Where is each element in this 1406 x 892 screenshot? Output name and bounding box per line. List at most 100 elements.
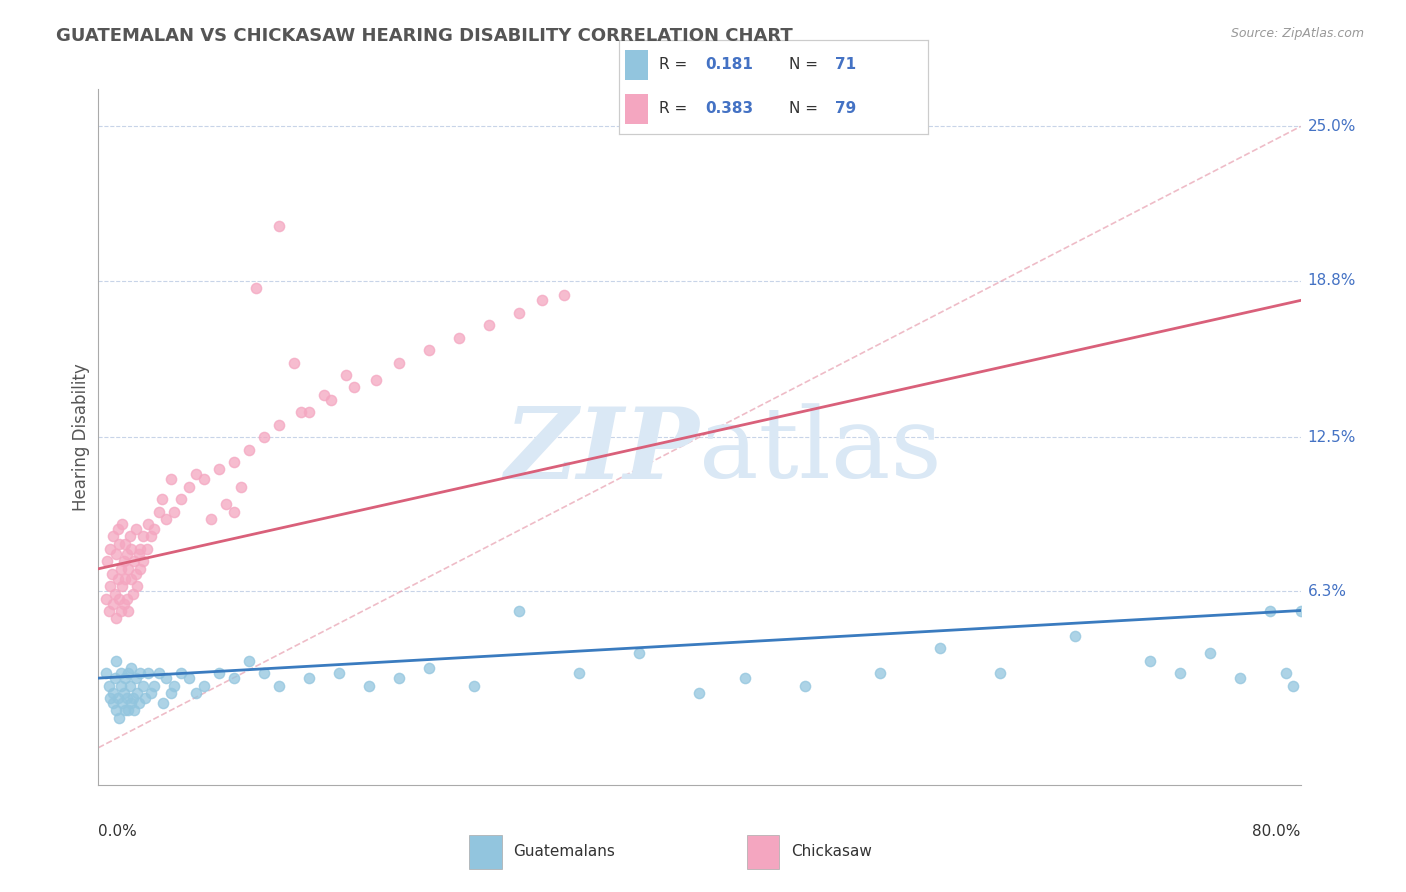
Point [112,554,135,568]
Point [321,392,343,407]
Point [105,547,128,561]
Point [104,587,127,601]
Point [101,566,124,581]
Point [115,690,138,705]
Point [117,666,139,681]
Point [222,505,245,519]
Text: 80.0%: 80.0% [1253,824,1301,838]
Text: R =: R = [659,102,692,117]
FancyBboxPatch shape [624,49,648,80]
Point [222,455,245,469]
Point [193,679,215,693]
Point [114,572,136,586]
Text: 0.0%: 0.0% [98,824,138,838]
Point [143,679,166,693]
Point [1064,629,1087,643]
Point [143,522,166,536]
Point [568,666,591,681]
Point [96,554,118,568]
Point [222,671,245,685]
Point [103,529,125,543]
Point [1199,646,1222,660]
Point [245,281,267,295]
Point [418,343,440,357]
Point [335,368,357,382]
Point [447,331,470,345]
Point [110,562,132,576]
Point [688,686,710,700]
Point [328,666,350,681]
Text: ZIP: ZIP [505,403,699,500]
Point [1274,666,1296,681]
Point [115,591,138,606]
Text: 71: 71 [835,57,856,72]
Point [114,537,136,551]
Point [103,696,125,710]
Point [150,492,173,507]
Point [110,666,132,681]
Point [734,671,756,685]
Point [530,293,553,308]
Point [105,703,128,717]
Point [100,690,122,705]
Text: 25.0%: 25.0% [1308,119,1355,134]
Point [111,579,134,593]
Point [135,541,157,556]
FancyBboxPatch shape [470,835,502,870]
Point [508,604,530,618]
Point [134,690,156,705]
Point [253,666,276,681]
Point [117,604,139,618]
Point [184,686,207,700]
Point [155,671,177,685]
Point [162,679,184,693]
Point [105,611,128,625]
Point [193,472,215,486]
Point [1229,671,1251,685]
Text: N =: N = [789,57,823,72]
Point [988,666,1011,681]
Point [253,430,276,444]
Point [121,661,143,675]
Text: GUATEMALAN VS CHICKASAW HEARING DISABILITY CORRELATION CHART: GUATEMALAN VS CHICKASAW HEARING DISABILI… [56,27,793,45]
Point [107,522,129,536]
Point [312,388,335,402]
Text: Source: ZipAtlas.com: Source: ZipAtlas.com [1230,27,1364,40]
Point [478,318,501,333]
Y-axis label: Hearing Disability: Hearing Disability [72,363,90,511]
Point [159,686,181,700]
Point [1139,654,1161,668]
Point [97,679,120,693]
Point [148,505,170,519]
Point [118,679,141,693]
Text: atlas: atlas [699,403,942,499]
Point [111,517,134,532]
Point [208,462,231,476]
Point [238,654,260,668]
Point [127,686,149,700]
Text: 12.5%: 12.5% [1308,430,1355,444]
Point [125,522,148,536]
Point [267,219,290,233]
Point [1170,666,1192,681]
Point [238,442,260,457]
Point [231,480,253,494]
Point [105,654,128,668]
Point [136,517,159,532]
Point [200,512,222,526]
Point [463,679,485,693]
Point [1289,604,1312,618]
Point [124,703,146,717]
Point [267,417,290,432]
Point [148,666,170,681]
Point [298,405,321,419]
Point [127,579,149,593]
Point [122,690,145,705]
Point [103,686,125,700]
Point [107,572,129,586]
Text: Chickasaw: Chickasaw [790,845,872,859]
Text: 0.181: 0.181 [706,57,754,72]
Point [793,679,815,693]
Point [129,666,152,681]
Point [929,641,952,656]
